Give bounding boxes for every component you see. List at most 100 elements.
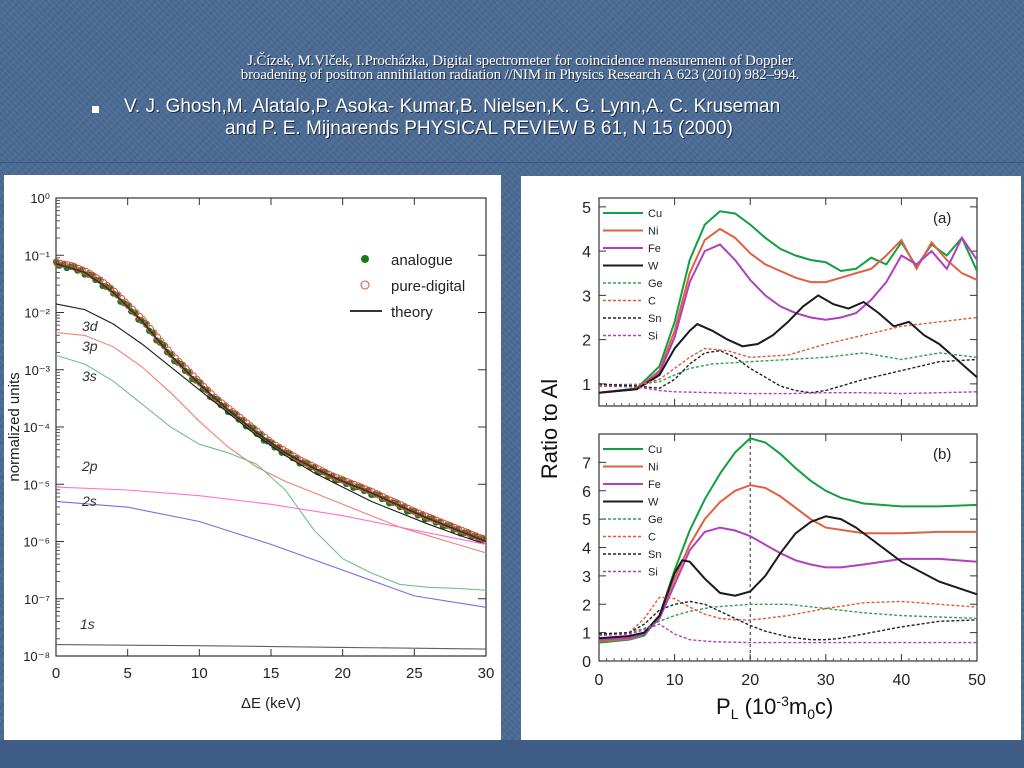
- y-tick-label: 10⁻³: [24, 363, 50, 378]
- panel-legend: Cu Ni Fe W Ge C Sn Si: [603, 444, 663, 579]
- series-line-sn: [598, 600, 978, 641]
- x-tick-label: 25: [406, 665, 423, 682]
- x-tick-label: 0: [595, 672, 604, 689]
- component-line-1s: [55, 644, 487, 650]
- legend-label-cu: Cu: [648, 444, 662, 456]
- y-tick-label: 10⁻⁶: [23, 535, 50, 550]
- slide-header: J.Čízek, M.Vlček, I.Procházka, Digital s…: [0, 0, 1024, 163]
- series-line-sn: [598, 349, 978, 394]
- panel-tag: (a): [933, 210, 951, 227]
- x-tick-label: 0: [52, 665, 60, 682]
- legend-label-w: W: [648, 497, 659, 509]
- component-line-3d: [55, 303, 487, 545]
- y-tick-label: 3: [582, 569, 591, 586]
- pure-digital-point: [60, 260, 68, 268]
- ratio-to-al-chart: 1 2 3 4 5 Cu Ni Fe W Ge C Sn Si (a) 0 1 2 3 4 5 6 7 0 10 20 30 40 5…: [537, 197, 986, 722]
- y-tick-label: 1: [582, 626, 591, 643]
- reference-ghosh-line-1: V. J. Ghosh,M. Alatalo,P. Asoka- Kumar,B…: [124, 96, 781, 117]
- x-tick-label: 40: [893, 672, 911, 689]
- theory-line: [55, 263, 487, 543]
- x-axis-label: ΔE (keV): [241, 695, 301, 712]
- slide-footer-band: [0, 740, 1024, 768]
- y-tick-label: 1: [582, 377, 591, 394]
- pure-digital-point: [74, 264, 83, 273]
- x-tick-label: 5: [123, 665, 131, 682]
- component-line-3p: [55, 331, 487, 554]
- legend-label-ge: Ge: [648, 278, 663, 290]
- legend-label-ge: Ge: [648, 514, 663, 526]
- series-line-ge: [598, 603, 978, 635]
- y-axis-label: Ratio to Al: [537, 379, 562, 479]
- y-tick-label: 10⁻¹: [24, 248, 50, 263]
- pure-digital-point: [71, 263, 79, 271]
- series-line-si: [598, 623, 977, 644]
- legend-label-fe: Fe: [648, 479, 661, 491]
- series-line-c: [598, 596, 978, 635]
- component-line-2p: [55, 486, 487, 545]
- legend-label-w: W: [648, 261, 659, 273]
- y-tick-label: 5: [582, 512, 591, 529]
- bullet-icon: [92, 106, 99, 113]
- legend-label-sn: Sn: [648, 313, 661, 325]
- curve-label-1s: 1s: [80, 616, 95, 632]
- series-line-c: [598, 316, 978, 387]
- legend-marker-analogue: [361, 255, 369, 263]
- y-axis-label: normalized units: [6, 372, 23, 481]
- pure-digital-point: [325, 470, 334, 479]
- reference-ghosh-line-2: and P. E. Mijnarends PHYSICAL REVIEW B 6…: [225, 118, 733, 139]
- y-tick-label: 10⁻⁸: [23, 649, 50, 664]
- legend-label-ni: Ni: [648, 462, 658, 474]
- reference-ghosh: V. J. Ghosh,M. Alatalo,P. Asoka- Kumar,B…: [88, 96, 988, 140]
- x-tick-label: 30: [478, 665, 495, 682]
- component-line-2s: [55, 500, 487, 608]
- y-tick-label: 10⁰: [30, 191, 50, 206]
- series-line-fe: [598, 235, 978, 394]
- legend-label-sn: Sn: [648, 549, 661, 561]
- curve-label-3p: 3p: [82, 338, 98, 354]
- pure-digital-point: [64, 261, 72, 269]
- legend-label-si: Si: [648, 331, 658, 343]
- series-line-fe: [598, 526, 978, 641]
- legend-label-c: C: [648, 296, 656, 308]
- component-line-3s: [55, 354, 487, 591]
- x-tick-label: 20: [334, 665, 351, 682]
- curve-label-2p: 2p: [81, 458, 98, 474]
- legend-label-ni: Ni: [648, 226, 658, 238]
- chart-legend: analogue pure-digital theory: [350, 252, 465, 321]
- y-tick-label: 4: [582, 244, 591, 261]
- y-tick-label: 2: [582, 597, 591, 614]
- x-tick-label: 10: [666, 672, 684, 689]
- curve-label-3s: 3s: [82, 368, 97, 384]
- curve-label-3d: 3d: [82, 318, 99, 334]
- legend-label-fe: Fe: [648, 243, 661, 255]
- legend-label-si: Si: [648, 567, 658, 579]
- panel-tag: (b): [933, 446, 951, 463]
- y-tick-label: 10⁻²: [24, 306, 50, 321]
- x-tick-label: 20: [741, 672, 759, 689]
- reference-line-1: J.Čízek, M.Vlček, I.Procházka, Digital s…: [247, 53, 793, 69]
- series-line-w: [598, 515, 978, 640]
- series-line-w: [598, 294, 978, 394]
- legend-label-theory: theory: [391, 304, 433, 321]
- x-tick-label: 15: [263, 665, 280, 682]
- y-tick-label: 10⁻⁵: [23, 477, 50, 492]
- pure-digital-point: [53, 259, 61, 267]
- series-line-ni: [598, 484, 977, 643]
- x-tick-label: 30: [817, 672, 835, 689]
- legend-label-c: C: [648, 532, 656, 544]
- panel-legend: Cu Ni Fe W Ge C Sn Si: [603, 208, 663, 343]
- legend-label-pure-digital: pure-digital: [391, 278, 465, 295]
- legend-label-cu: Cu: [648, 208, 662, 220]
- pure-digital-point: [296, 456, 305, 465]
- series-line-ge: [598, 352, 978, 386]
- series-line-si: [598, 385, 978, 395]
- x-tick-label: 10: [191, 665, 208, 682]
- legend-label-analogue: analogue: [391, 252, 453, 269]
- doppler-spectrum-chart: 0 5 10 15 20 25 30 10⁰ 10⁻¹ 10⁻² 10⁻³ 10⁻⁴ 10⁻⁵ 10⁻⁶ 1…: [6, 191, 495, 712]
- y-tick-label: 0: [582, 654, 591, 671]
- y-tick-label: 6: [582, 484, 591, 501]
- reference-line-2: broadening of positron annihilation radi…: [240, 67, 800, 83]
- y-tick-label: 5: [582, 200, 591, 217]
- series-line-ni: [598, 227, 978, 394]
- y-tick-label: 10⁻⁷: [24, 592, 50, 607]
